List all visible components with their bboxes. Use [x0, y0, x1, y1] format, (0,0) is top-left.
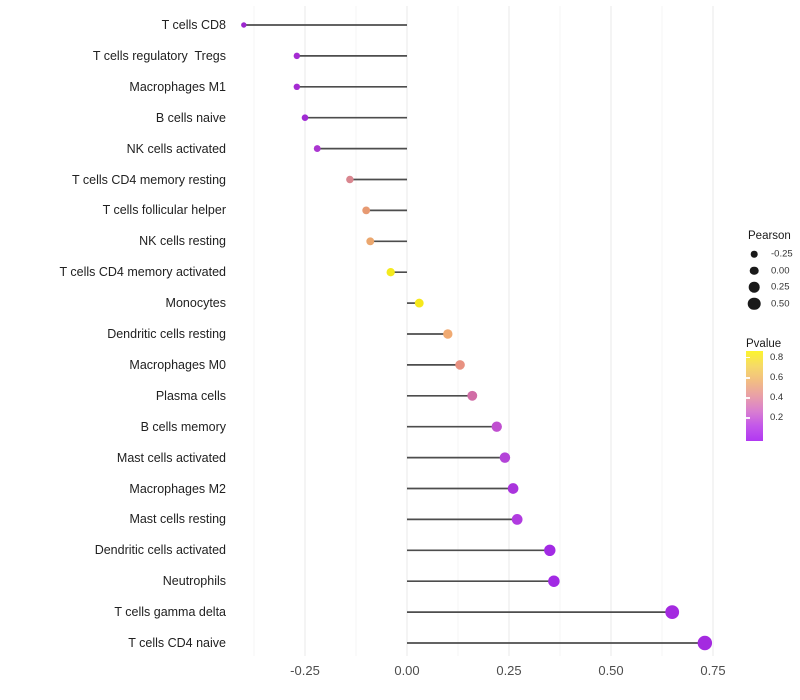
lollipop-dot: [301, 114, 309, 121]
colorbar-label: 0.8: [770, 351, 784, 363]
category-label: Mast cells activated: [116, 450, 226, 465]
category-label: Monocytes: [165, 296, 226, 311]
category-label: T cells CD4 naive: [128, 636, 226, 650]
size-legend-items: -0.25 0.00 0.25 0.50: [740, 246, 800, 312]
colorbar-tick: [746, 356, 750, 359]
colorbar-label: 0.6: [770, 371, 784, 383]
category-label: T cells CD4 memory resting: [72, 172, 226, 187]
category-label: Mast cells resting: [129, 512, 226, 527]
size-legend-item: 0.50: [740, 296, 800, 313]
lollipop-dot: [241, 22, 247, 28]
category-label: T cells follicular helper: [102, 203, 226, 218]
size-legend-item: -0.25: [740, 246, 800, 263]
category-label: Dendritic cells resting: [107, 327, 226, 341]
category-label: Macrophages M2: [129, 481, 226, 496]
pearson-size-legend: Pearson -0.25 0.00 0.25 0.50: [740, 228, 800, 312]
lollipop-dot: [499, 452, 511, 463]
lollipop-dot: [346, 175, 354, 184]
category-label: Macrophages M1: [129, 79, 226, 94]
colorbar-tick: [746, 397, 750, 399]
size-legend-circle-icon: [748, 281, 760, 293]
category-label: Neutrophils: [162, 574, 226, 589]
category-label: NK cells resting: [139, 234, 226, 249]
lollipop-dot: [443, 329, 453, 339]
color-legend-title: Pvalue: [746, 338, 782, 350]
lollipop-dot: [362, 206, 371, 215]
size-legend-circle-icon: [747, 297, 761, 311]
lollipop-dot: [386, 268, 395, 277]
size-legend-label: 0.00: [771, 265, 790, 277]
category-label: T cells regulatory Tregs: [92, 48, 226, 63]
colorbar-label: 0.4: [770, 391, 784, 403]
lollipop-dot: [507, 483, 519, 494]
lollipop-dot: [366, 237, 375, 246]
size-legend-title: Pearson: [748, 230, 791, 242]
size-legend-item: 0.00: [740, 263, 800, 280]
category-label: B cells memory: [140, 419, 226, 434]
y-axis-category-labels: T cells CD8 T cells regulatory Tregs Macro…: [0, 0, 227, 700]
colorbar-label: 0.2: [770, 412, 784, 423]
x-tick-label: -0.25: [290, 663, 320, 678]
size-legend-label: -0.25: [771, 248, 793, 260]
colorbar-tick: [746, 377, 750, 379]
category-label: Plasma cells: [155, 388, 226, 403]
lollipop-dot: [414, 298, 424, 308]
lollipop-dot: [293, 52, 301, 60]
colorbar-tick: [746, 417, 750, 419]
size-legend-label: 0.50: [771, 298, 790, 310]
size-legend-item: 0.25: [740, 279, 800, 296]
category-label: Macrophages M0: [129, 357, 226, 372]
pvalue-color-legend: Pvalue 0.8 0.6 0.4 0.2: [740, 336, 800, 441]
lollipop-dot: [544, 544, 556, 556]
x-tick-label: 0.00: [394, 663, 420, 678]
category-label: T cells gamma delta: [114, 605, 226, 620]
lollipop-dot: [511, 514, 523, 525]
colorbar-gradient: [746, 351, 763, 441]
category-label: B cells naive: [155, 110, 226, 125]
lollipop-dot: [548, 575, 560, 587]
category-label: T cells CD8: [161, 18, 226, 32]
lollipop-dot: [697, 635, 713, 651]
lollipop-dot: [665, 605, 680, 619]
x-tick-label: 0.75: [700, 663, 726, 678]
size-legend-circle-icon: [749, 266, 759, 276]
x-tick-label: 0.25: [496, 663, 522, 678]
category-label: Dendritic cells activated: [94, 543, 226, 558]
lollipop-dot: [455, 360, 465, 370]
size-legend-label: 0.25: [771, 281, 790, 293]
lollipop-dot: [313, 145, 321, 153]
category-label: T cells CD4 memory activated: [59, 265, 227, 280]
category-label: NK cells activated: [126, 141, 226, 156]
size-legend-circle-icon: [750, 250, 758, 258]
lollipop-dot: [467, 390, 478, 401]
lollipop-dot: [293, 83, 301, 91]
x-tick-label: 0.50: [598, 663, 624, 678]
lollipop-dot: [491, 421, 502, 432]
